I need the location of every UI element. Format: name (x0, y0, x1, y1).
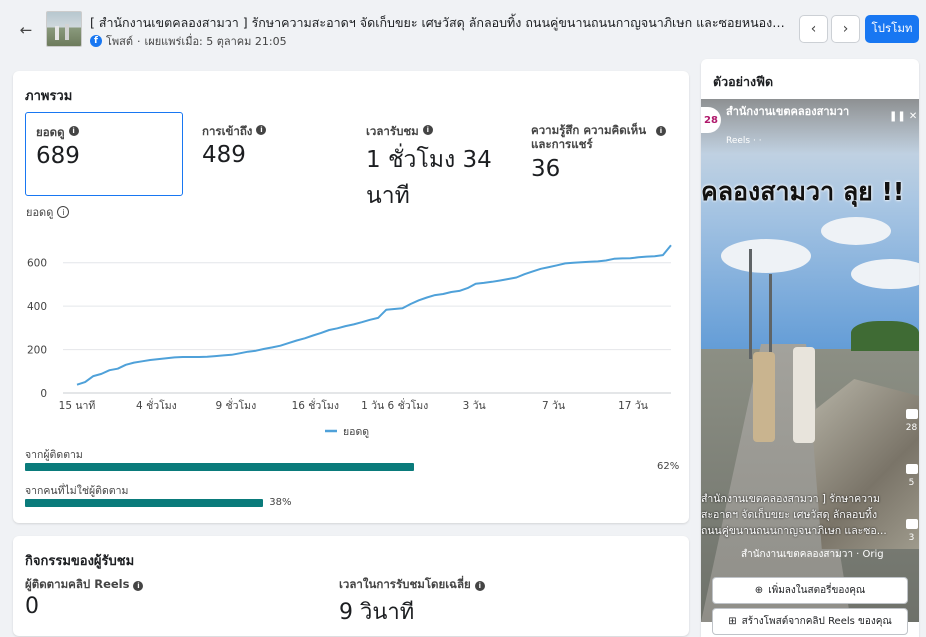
back-button[interactable]: ← (14, 18, 38, 42)
bar-fill (25, 499, 264, 507)
arrow-left-icon: ← (19, 21, 33, 39)
bar-label-non-followers: จากคนที่ไม่ใช่ผู้ติดตาม (25, 485, 129, 497)
metric-label: ความรู้สึก ความคิดเห็นและการแชร์ (531, 123, 647, 151)
bar-followers (25, 463, 652, 471)
x-tick-label: 9 ชั่วโมง (215, 398, 256, 412)
views-line-chart: 0 200 400 600 15 นาที 4 ชั่วโมง 9 ชั่วโมง 16 ชั… (27, 244, 672, 438)
legend-label: ยอดดู (343, 426, 369, 438)
x-tick-label: 3 วัน (463, 400, 486, 412)
y-tick-label: 600 (27, 258, 47, 270)
pause-icon[interactable]: ❚❚ ✕ (889, 111, 918, 122)
page-avatar[interactable]: 28 (701, 107, 721, 133)
overview-title: ภาพรวม (25, 89, 73, 104)
x-tick-label: 4 ชั่วโมง (136, 398, 177, 412)
bar-non-followers (25, 499, 652, 507)
create-post-from-reel-button[interactable]: ⊞ สร้างโพสต์จากคลิป Reels ของคุณ (712, 608, 908, 635)
info-icon[interactable]: i (133, 581, 144, 591)
overview-card: ภาพรวม ยอดดู i 689 การเข้าถึง i 489 เวลารั… (13, 71, 689, 523)
add-to-story-button[interactable]: ⊕ เพิ่มลงในสตอรี่ของคุณ (712, 577, 908, 604)
promote-button[interactable]: โปรโมท (865, 15, 919, 43)
metric-value: 1 ชั่วโมง 34 นาที (366, 147, 492, 209)
bar-label-followers: จากผู้ติดตาม (25, 449, 83, 461)
share-count[interactable]: 3 (904, 519, 919, 543)
x-tick-label: 1 วัน 6 ชั่วโมง (361, 398, 428, 412)
metric-value: 489 (202, 142, 246, 168)
y-tick-label: 0 (40, 388, 47, 400)
bar-pct-non-followers: 38% (269, 497, 292, 508)
comment-count[interactable]: 5 (904, 464, 919, 488)
previous-post-button[interactable]: ‹ (799, 15, 828, 43)
audience-label: เวลาในการรับชมโดยเฉลี่ย (339, 577, 471, 591)
info-icon[interactable]: i (57, 206, 70, 218)
metric-label: การเข้าถึง (202, 124, 253, 138)
metric-engagement[interactable]: ความรู้สึก ความคิดเห็นและการแชร์ i 36 (521, 112, 671, 196)
info-icon[interactable]: i (422, 125, 433, 135)
publish-date: เผยแพร่เมื่อ: 5 ตุลาคม 21:05 (144, 35, 287, 48)
chart-label-text: ยอดดู (26, 206, 54, 219)
post-type: โพสต์ (106, 35, 134, 48)
reel-video[interactable]: 28 สำนักงานเขตคลองสามวา Reels · · ❚❚ ✕ ค… (701, 99, 919, 622)
metric-watch-time[interactable]: เวลารับชม i 1 ชั่วโมง 34 นาที (356, 112, 521, 209)
chevron-right-icon: › (842, 21, 849, 37)
bar-fill (25, 463, 414, 471)
metric-reach[interactable]: การเข้าถึง i 489 (192, 112, 352, 196)
story-add-icon: ⊕ (754, 585, 764, 596)
comment-icon (905, 464, 918, 474)
metric-value: 36 (531, 156, 561, 182)
like-icon (905, 409, 918, 419)
info-icon[interactable]: i (68, 126, 79, 136)
next-post-button[interactable]: › (831, 15, 860, 43)
metric-label: เวลารับชม (366, 124, 419, 138)
post-header: ← [ สำนักงานเขตคลองสามวา ] รักษาความสะอา… (0, 0, 926, 60)
x-tick-label: 15 นาที (59, 399, 96, 412)
post-thumbnail (46, 11, 82, 47)
x-tick-label: 17 วัน (618, 400, 648, 412)
y-tick-label: 200 (27, 345, 47, 357)
facebook-icon: f (90, 35, 102, 47)
preview-title: ตัวอย่างฟีด (713, 74, 774, 89)
metric-views[interactable]: ยอดดู i 689 (25, 112, 183, 196)
video-footer: สำนักงานเขตคลองสามวา · Orig (741, 549, 884, 560)
y-tick-label: 400 (27, 301, 47, 313)
post-add-icon: ⊞ (728, 616, 737, 627)
audience-activity-card: กิจกรรมของผู้รับชม ผู้ติดตามคลิป Reels i … (13, 536, 689, 636)
views-series-line (76, 244, 672, 386)
chart-label: ยอดดู i (26, 203, 70, 221)
audience-title: กิจกรรมของผู้รับชม (25, 554, 135, 569)
audience-value: 9 วินาที (339, 600, 415, 625)
info-icon[interactable]: i (474, 581, 485, 591)
bar-pct-followers: 62% (657, 461, 680, 472)
post-meta: f โพสต์ · เผยแพร่เมื่อ: 5 ตุลาคม 21:05 (90, 32, 287, 50)
metric-value: 689 (36, 143, 80, 169)
post-title: [ สำนักงานเขตคลองสามวา ] รักษาความสะอาดฯ… (90, 15, 790, 30)
x-tick-label: 7 วัน (542, 400, 565, 412)
like-count[interactable]: 28 (904, 409, 919, 433)
x-tick-label: 16 ชั่วโมง (292, 398, 339, 412)
reels-label: Reels · · (726, 136, 762, 146)
video-overlay-text: คลองสามวา ลุย !! (701, 177, 905, 206)
video-caption: สำนักงานเขตคลองสามวา ] รักษาความสะอาดฯ จ… (701, 493, 887, 537)
meta-separator: · (137, 34, 141, 48)
audience-value: 0 (25, 594, 39, 619)
video-page-name[interactable]: สำนักงานเขตคลองสามวา (726, 105, 850, 118)
feed-preview-card: ตัวอย่างฟีด 28 สำนักงานเขตคลองสามวา Reel… (701, 59, 919, 637)
info-icon[interactable]: i (656, 126, 666, 136)
share-icon (905, 519, 918, 529)
info-icon[interactable]: i (256, 125, 267, 135)
audience-label: ผู้ติดตามคลิป Reels (25, 577, 130, 591)
chevron-left-icon: ‹ (810, 21, 817, 37)
metric-label: ยอดดู (36, 125, 65, 139)
